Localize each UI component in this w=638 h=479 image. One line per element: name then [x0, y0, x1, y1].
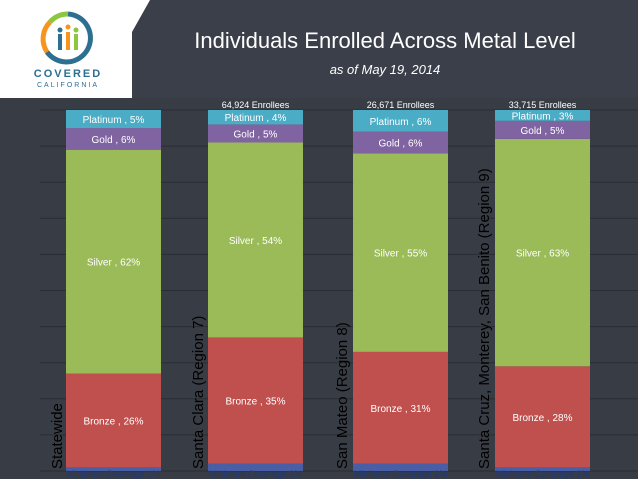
logo-emblem-icon — [40, 11, 93, 65]
chart-title: Individuals Enrolled Across Metal Level — [194, 28, 576, 53]
data-label-min-coverage: Minimum Coverage 2% — [209, 469, 303, 479]
bar-segment-gold — [495, 120, 590, 139]
bar-segment-platinum — [495, 110, 590, 121]
data-label-silver: Silver , 62% — [87, 258, 140, 269]
chart-subtitle: as of May 19, 2014 — [329, 62, 441, 77]
bar-segment-gold — [353, 131, 448, 154]
data-label-gold: Gold , 6% — [92, 135, 136, 146]
data-label-min-coverage: Minimum Coverage 2% — [354, 469, 448, 479]
data-label-gold: Gold , 5% — [521, 126, 565, 137]
logo-word-covered: COVERED — [33, 68, 103, 80]
title-band — [132, 0, 638, 98]
data-label-min-coverage: Minimum Coverage 1% — [496, 469, 590, 479]
bar-segment-silver — [208, 142, 303, 338]
data-label-bronze: Bronze , 35% — [225, 397, 285, 408]
data-label-silver: Silver , 55% — [374, 249, 427, 260]
bar-segment-bronze — [353, 351, 448, 464]
bar-segment-min-coverage — [66, 467, 161, 471]
data-label-min-coverage: Minimum Coverage 1% — [67, 469, 161, 479]
category-label: Santa Cruz, Monterey, San Benito (Region… — [476, 168, 493, 469]
data-label-bronze: Bronze , 28% — [512, 413, 572, 424]
category-label: Santa Clara (Region 7) — [190, 316, 207, 469]
data-label-platinum: Platinum , 5% — [83, 115, 145, 126]
bar-segment-min-coverage — [208, 463, 303, 471]
stacked-bar-chart: Minimum Coverage 1% Bronze , 26% Silver , … — [0, 98, 638, 479]
category-label: Statewide — [49, 403, 66, 469]
bar-segment-bronze — [495, 366, 590, 468]
bar-segment-gold — [66, 128, 161, 150]
logo-word-california: CALIFORNIA — [36, 82, 99, 89]
enrollee-count: 33,715 Enrollees — [509, 100, 577, 110]
header: COVERED CALIFORNIA Individuals Enrolled … — [0, 0, 638, 98]
bar-segment-bronze — [66, 373, 161, 468]
data-label-gold: Gold , 6% — [379, 138, 423, 149]
data-label-bronze: Bronze , 26% — [83, 416, 143, 427]
bar-segment-platinum — [66, 110, 161, 129]
data-label-platinum: Platinum , 3% — [512, 111, 574, 122]
data-label-bronze: Bronze , 31% — [370, 404, 430, 415]
bar-segment-silver — [66, 149, 161, 374]
covered-california-logo: COVERED CALIFORNIA — [14, 8, 122, 94]
enrollee-count: 26,671 Enrollees — [367, 100, 435, 110]
category-label: San Mateo (Region 8) — [334, 322, 351, 469]
bar-segment-platinum — [353, 110, 448, 132]
data-label-platinum: Platinum , 4% — [225, 113, 287, 124]
data-label-silver: Silver , 54% — [229, 236, 282, 247]
bar-segment-min-coverage — [353, 463, 448, 471]
bar-segment-platinum — [208, 110, 303, 125]
bar-segment-silver — [495, 138, 590, 367]
bar-segment-gold — [208, 124, 303, 143]
enrollee-count: 64,924 Enrollees — [222, 100, 290, 110]
bar-segment-silver — [353, 153, 448, 352]
data-label-platinum: Platinum , 6% — [370, 117, 432, 128]
data-label-silver: Silver , 63% — [516, 249, 569, 260]
bar-segment-bronze — [208, 337, 303, 464]
data-label-gold: Gold , 5% — [234, 129, 278, 140]
bar-segment-min-coverage — [495, 467, 590, 471]
